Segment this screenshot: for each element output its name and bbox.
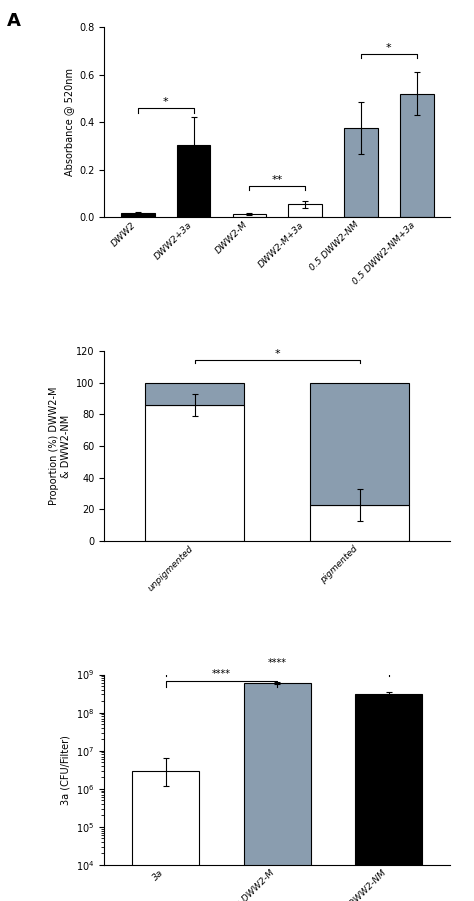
Y-axis label: Absorbance @ 520nm: Absorbance @ 520nm [64,68,73,177]
Text: *: * [274,349,280,359]
Bar [177,145,210,217]
Text: **: ** [272,175,283,185]
Bar [146,405,244,542]
Bar [244,683,311,901]
Bar [400,94,434,217]
Bar [356,695,422,901]
Bar [310,505,409,542]
Text: *: * [386,42,392,52]
Bar [132,770,199,901]
Bar [310,383,409,505]
Bar [233,214,266,217]
Bar [121,213,155,217]
Text: ****: **** [212,669,231,679]
Bar [146,383,244,405]
Y-axis label: 3a (CFU/Filter): 3a (CFU/Filter) [61,735,71,805]
Text: ****: **** [268,658,287,668]
Text: *: * [163,97,168,107]
Bar [344,128,378,217]
Bar [289,205,322,217]
Text: A: A [8,12,21,30]
Y-axis label: Proportion (%) DWW2-M
& DWW2-NM: Proportion (%) DWW2-M & DWW2-NM [49,387,71,505]
